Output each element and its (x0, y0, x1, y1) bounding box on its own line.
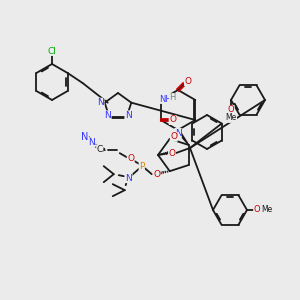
Text: C: C (97, 145, 103, 154)
Text: Me: Me (225, 113, 237, 122)
Text: N: N (125, 174, 132, 183)
Polygon shape (178, 131, 189, 145)
Text: H: H (169, 94, 176, 103)
Text: P: P (139, 162, 144, 171)
Text: O: O (228, 106, 234, 115)
Text: N: N (104, 111, 111, 120)
Text: O: O (184, 76, 191, 85)
Text: N: N (88, 138, 95, 147)
Text: O: O (127, 154, 134, 163)
Text: O: O (169, 148, 176, 158)
Text: Me: Me (261, 206, 273, 214)
Text: N: N (175, 128, 182, 137)
Text: O: O (169, 116, 176, 124)
Text: O: O (170, 132, 177, 141)
Text: N: N (125, 111, 132, 120)
Text: Cl: Cl (48, 46, 56, 56)
Text: N: N (97, 98, 104, 107)
Text: O: O (153, 170, 160, 179)
Text: O: O (254, 206, 260, 214)
Text: N: N (81, 132, 88, 142)
Text: NH: NH (159, 94, 172, 103)
